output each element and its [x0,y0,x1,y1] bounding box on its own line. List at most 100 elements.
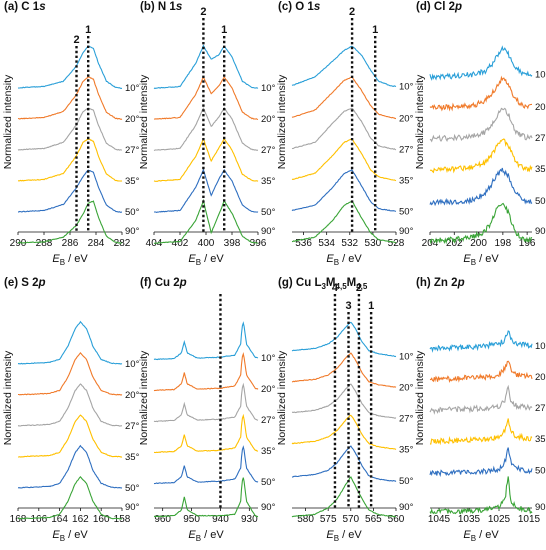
spectrum-line [17,320,123,365]
spectrum-line [153,351,259,392]
angle-label: 27° [399,413,414,424]
angle-label: 90° [261,502,276,513]
angle-label: 10° [261,353,276,364]
spectrum-line [429,107,533,143]
spectrum-line [291,169,397,212]
element-name: O [295,1,304,13]
angle-label: 27° [261,415,276,426]
x-axis-label: EB / eV [326,529,362,543]
peak-marker-label: 1 [372,24,378,36]
spectrum-line [291,383,397,419]
x-axis-label: EB / eV [463,253,499,267]
spectrum-line [429,476,533,515]
spectrum-line [291,321,397,358]
spectrum-line [291,45,397,88]
spectrum-line [429,360,533,384]
orbital-level: 1 [169,1,176,13]
angle-label: 10° [261,83,276,94]
x-tick-label: 530 [365,238,382,249]
angle-label: 50° [535,466,546,477]
angle-label: 50° [399,476,414,487]
x-tick-label: 570 [342,514,359,525]
x-tick-label: 168 [10,514,27,525]
angle-label: 10° [535,341,546,352]
angle-label: 20° [125,114,140,125]
x-tick-label: 200 [470,238,487,249]
angle-label: 27° [399,144,414,155]
spectrum-line [429,167,533,207]
x-tick-label: 565 [365,514,382,525]
spectrum-line [291,445,397,482]
y-axis-label: Normalized intensity [414,74,426,169]
panel-letter: (c) [278,1,292,13]
x-tick-label: 1045 [428,514,451,525]
x-tick-label: 290 [10,238,27,249]
spectrum-line [153,477,259,518]
angle-label: 90° [535,502,546,513]
y-axis-label: Normalized intensity [276,74,288,169]
angle-label: 35° [125,176,140,187]
spectrum-line [429,45,533,81]
spectrum-line [429,75,532,112]
angle-label: 20° [261,384,276,395]
x-tick-label: 940 [212,514,229,525]
angle-label: 50° [535,196,546,207]
spectrum-line [18,169,123,213]
element-name: C [21,1,29,13]
panel-h: Normalized intensity (h) Zn 2p 1045 1035 102… [414,277,546,543]
panel-title: (f) Cu 2p [140,277,187,289]
x-tick-label: 282 [114,238,131,249]
spectrum-line [291,138,397,182]
angle-label: 90° [399,502,414,513]
angle-label: 90° [399,226,414,237]
y-axis-label: Normalized intensity [138,74,150,169]
spectrum-line [154,413,259,454]
panel-title: (c) O 1s [278,1,320,13]
x-tick-label: 284 [88,238,105,249]
orbital-letter: p [454,1,462,13]
panel-title: (a) C 1s [4,1,46,13]
element-name: Zn [434,277,448,289]
y-axis-label: Normalized intensity [414,350,426,445]
angle-label: 27° [261,145,276,156]
angle-label: 35° [535,164,546,175]
angle-label: 20° [535,372,546,383]
angle-label: 50° [399,206,414,217]
x-tick-label: 580 [297,514,314,525]
angle-label: 20° [535,102,546,113]
panel-letter: (b) [140,1,155,13]
auger-part: 4,5 [336,282,348,291]
orbital-level: 2 [173,277,179,289]
spectrum-line [291,476,397,518]
peak-marker-label: 2 [356,282,362,294]
angle-label: 10° [535,70,546,81]
x-tick-label: 536 [295,238,312,249]
spectrum-line [17,76,123,121]
angle-label: 35° [399,444,414,455]
spectrum-line [291,107,397,151]
peak-marker-label: 1 [368,300,374,312]
spectrum-line [153,44,259,90]
x-tick-label: 575 [320,514,337,525]
auger-part: M [347,277,357,289]
x-tick-label: 1035 [458,514,481,525]
x-tick-label: 402 [172,238,189,249]
angle-label: 90° [535,226,546,237]
auger-part: 3 [321,282,326,291]
spectrum-line [429,330,533,353]
panel-f: Normalized intensity (f) Cu 2p 960 950 940 93… [138,277,276,543]
panel-letter: (h) [416,277,431,289]
x-tick-label: 396 [250,238,267,249]
spectrum-line [18,138,123,182]
element-name: S [21,277,29,289]
angle-label: 27° [535,403,546,414]
peak-marker-label: 2 [73,34,79,46]
spectrum-line [153,76,259,121]
orbital-letter: s [176,1,182,13]
x-tick-label: 534 [318,238,335,249]
orbital-level: 2 [449,1,455,13]
angle-label: 35° [261,176,276,187]
